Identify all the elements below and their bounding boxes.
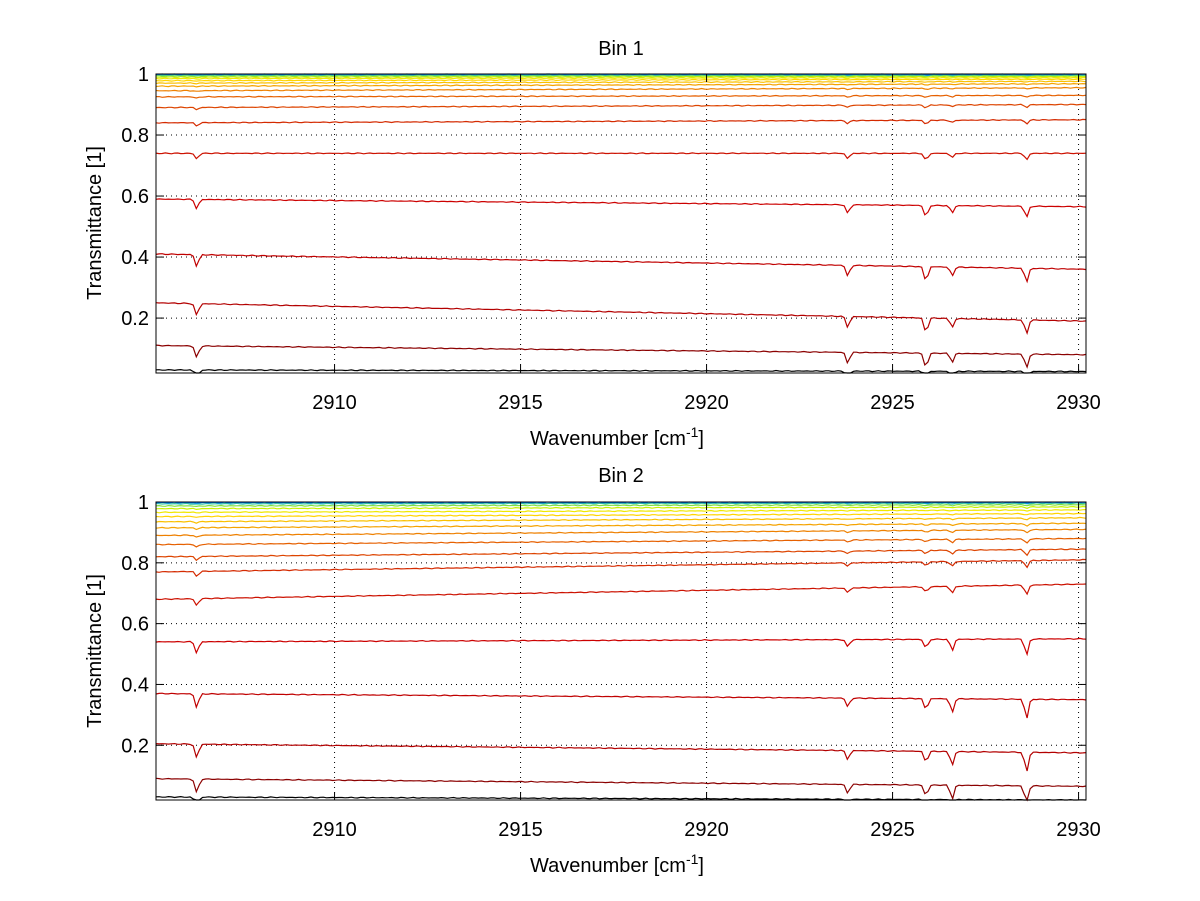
axes-box	[155, 501, 1087, 801]
x-tick-labels: 2910 2915 2920 2925 2930	[312, 819, 1101, 841]
y-tick-label: 1	[138, 492, 149, 514]
series-line	[155, 512, 1087, 518]
series-line	[155, 344, 1087, 369]
y-tick-label: 0.2	[121, 735, 149, 757]
series-line	[155, 502, 1087, 505]
tick-marks	[156, 501, 1086, 800]
y-tick-label: 1	[138, 64, 149, 86]
axes-box	[155, 73, 1087, 374]
series-line	[155, 522, 1087, 531]
series-line	[155, 368, 1087, 374]
series-line	[155, 152, 1087, 161]
x-tick-label: 2910	[312, 392, 357, 414]
series-line	[155, 76, 1086, 80]
x-tick-label: 2925	[870, 392, 915, 414]
subplot-bin-1: Bin 1 2910 2915 2920 2925 2930 0.2 0.4 0.6 0.8 1…	[84, 38, 1101, 450]
y-tick-label: 0.8	[121, 553, 149, 575]
series-line	[155, 118, 1087, 127]
y-tick-labels: 0.2 0.4 0.6 0.8 1	[121, 492, 149, 757]
subplot-title: Bin 1	[598, 38, 644, 60]
y-tick-label: 0.8	[121, 125, 149, 147]
x-tick-labels: 2910 2915 2920 2925 2930	[312, 392, 1101, 414]
series-line	[155, 508, 1087, 514]
tick-marks	[156, 73, 1086, 373]
series-line	[155, 528, 1087, 538]
series-line	[155, 253, 1087, 284]
series-line	[155, 637, 1087, 657]
y-tick-label: 0.2	[121, 308, 149, 330]
x-tick-label: 2920	[684, 392, 729, 414]
x-axis-label: Wavenumber [cm-1]	[530, 851, 704, 877]
y-tick-label: 0.6	[121, 186, 149, 208]
series-line	[155, 558, 1087, 577]
series-line	[155, 86, 1087, 92]
series-lines	[155, 501, 1087, 802]
series-line	[155, 78, 1087, 82]
series-line	[156, 537, 1087, 548]
y-axis-label: Transmittance [1]	[84, 146, 106, 300]
x-axis-label: Wavenumber [cm-1]	[530, 424, 704, 450]
x-tick-label: 2920	[684, 819, 729, 841]
subplot-bin-2: Bin 2 2910 2915 2920 2925 2930 0.2 0.4 0.6 0.8 1…	[84, 465, 1101, 877]
series-line	[155, 302, 1087, 335]
series-line	[155, 198, 1087, 218]
series-line	[156, 94, 1087, 99]
y-tick-label: 0.4	[121, 247, 149, 269]
series-line	[155, 548, 1087, 562]
x-tick-label: 2915	[498, 819, 543, 841]
x-tick-label: 2925	[870, 819, 915, 841]
series-line	[155, 80, 1087, 85]
x-tick-label: 2930	[1056, 392, 1101, 414]
series-line	[155, 692, 1087, 719]
y-tick-labels: 0.2 0.4 0.6 0.8 1	[121, 64, 149, 330]
y-tick-label: 0.6	[121, 614, 149, 636]
series-line	[155, 777, 1087, 802]
series-line	[155, 503, 1087, 508]
series-line	[155, 82, 1087, 88]
series-line	[155, 742, 1087, 772]
x-tick-label: 2930	[1056, 819, 1101, 841]
series-line	[155, 103, 1087, 111]
y-tick-label: 0.4	[121, 674, 149, 696]
series-line	[155, 505, 1087, 511]
series-line	[155, 516, 1087, 524]
x-tick-label: 2915	[498, 392, 543, 414]
subplot-title: Bin 2	[598, 465, 644, 487]
x-tick-label: 2910	[312, 819, 357, 841]
y-axis-label: Transmittance [1]	[84, 574, 106, 728]
series-line	[155, 583, 1087, 607]
